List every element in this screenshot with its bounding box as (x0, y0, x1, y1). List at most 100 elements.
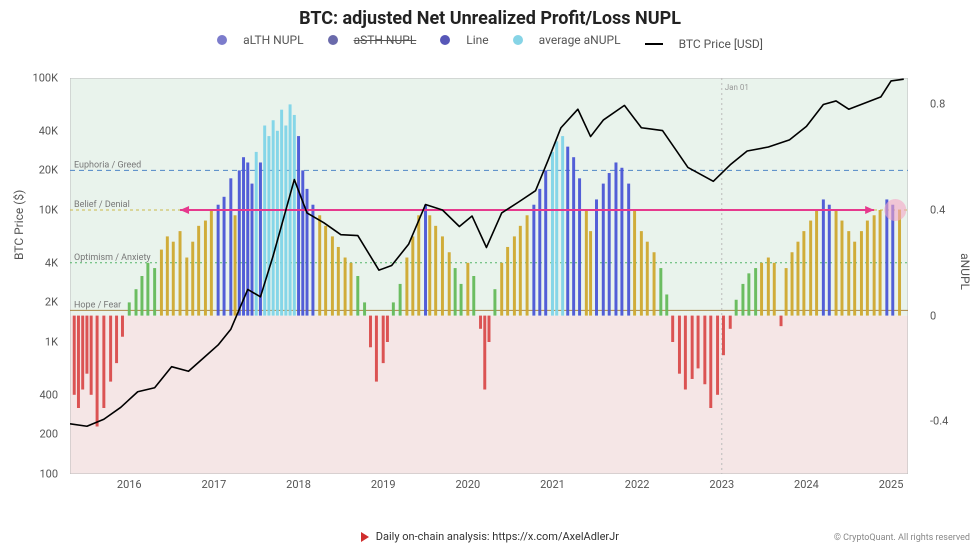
footer-text: Daily on-chain analysis: https://x.com/A… (376, 530, 619, 543)
y1-tick: 100K (33, 72, 58, 85)
nupl-bar (767, 258, 770, 316)
nupl-bar (729, 316, 732, 329)
nupl-bar (716, 316, 719, 395)
nupl-bar (741, 284, 744, 316)
nupl-bar (146, 263, 149, 316)
nupl-bar (500, 263, 503, 316)
nupl-bar (791, 252, 794, 315)
nupl-bar (697, 316, 700, 369)
nupl-bar (405, 258, 408, 316)
nupl-bar (128, 302, 131, 315)
nupl-bar (293, 115, 296, 316)
nupl-bar (417, 215, 420, 315)
nupl-bar (860, 231, 863, 315)
legend-item: Line (434, 33, 494, 47)
y1-axis: 1002004001K2K4K10K20K40K100K (0, 78, 60, 474)
nupl-bar (392, 302, 395, 315)
nupl-bar (519, 226, 522, 316)
legend-swatch (217, 35, 227, 45)
zone-label: Hope / Fear (74, 300, 121, 310)
x-axis: 2016201720182019202020212022202320242025 (70, 478, 908, 494)
legend-swatch (645, 43, 663, 45)
nupl-bar (191, 242, 194, 316)
plot-area: Euphoria / GreedBelief / DenialOptimism … (70, 78, 908, 474)
nupl-bar (337, 247, 340, 316)
legend-item: aSTH NUPL (322, 33, 423, 47)
nupl-bar (90, 316, 93, 395)
legend-item: average aNUPL (507, 33, 627, 47)
chart-title: BTC: adjusted Net Unrealized Profit/Loss… (0, 0, 980, 29)
footer-play-icon (361, 532, 369, 542)
y1-tick: 1K (45, 336, 58, 349)
nupl-bar (620, 168, 623, 316)
nupl-bar (242, 157, 245, 315)
nupl-bar (602, 184, 605, 316)
nupl-bar (780, 316, 783, 327)
legend-swatch (328, 35, 338, 45)
nupl-bar (847, 231, 850, 315)
nupl-bar (140, 276, 143, 316)
nupl-bar (608, 173, 611, 316)
legend-item: BTC Price [USD] (639, 37, 769, 51)
nupl-bar (754, 268, 757, 316)
nupl-bar (311, 205, 314, 316)
nupl-bar (722, 316, 725, 356)
nupl-bar (96, 316, 99, 427)
nupl-bar (684, 316, 687, 390)
nupl-bar (653, 252, 656, 315)
y1-tick: 200 (39, 428, 58, 441)
y2-tick: -0.4 (930, 415, 948, 428)
nupl-bar (454, 268, 457, 316)
nupl-bar (709, 316, 712, 408)
nupl-bar (493, 289, 496, 315)
plot-svg: Euphoria / GreedBelief / DenialOptimism … (70, 78, 908, 474)
nupl-bar (179, 231, 182, 315)
nupl-bar (382, 316, 385, 364)
y2-axis: -0.400.40.8 (928, 78, 980, 474)
nupl-bar (595, 199, 598, 315)
x-tick: 2021 (540, 478, 565, 491)
nupl-bar (526, 215, 529, 315)
nupl-bar (280, 110, 283, 316)
nupl-bar (640, 231, 643, 315)
nupl-bar (324, 226, 327, 316)
nupl-bar (102, 316, 105, 408)
legend-label: Line (466, 33, 488, 47)
nupl-bar (223, 197, 226, 316)
legend-label: average aNUPL (539, 33, 621, 47)
nupl-bar (678, 316, 681, 374)
nupl-bar (614, 162, 617, 315)
nupl-bar (386, 316, 389, 342)
nupl-bar (297, 136, 300, 316)
y2-tick: 0.4 (930, 204, 945, 217)
x-tick: 2017 (202, 478, 227, 491)
nupl-bar (773, 263, 776, 316)
nupl-bar (891, 205, 894, 316)
nupl-bar (589, 231, 592, 315)
nupl-bar (255, 152, 258, 316)
nupl-bar (229, 178, 232, 315)
nupl-bar (479, 316, 482, 329)
nupl-bar (691, 316, 694, 379)
nupl-bar (578, 178, 581, 315)
nupl-bar (532, 205, 535, 316)
nupl-bar (344, 258, 347, 316)
nupl-bar (77, 316, 80, 408)
nupl-bar (411, 236, 414, 315)
nupl-bar (350, 263, 353, 316)
zone-label: Optimism / Anxiety (74, 253, 151, 263)
y1-tick: 400 (39, 388, 58, 401)
x-tick: 2024 (794, 478, 819, 491)
y1-tick: 20K (39, 164, 58, 177)
y1-tick: 40K (39, 124, 58, 137)
nupl-bar (703, 316, 706, 385)
nupl-bar (197, 226, 200, 316)
nupl-bar (272, 120, 275, 315)
nupl-bar (217, 205, 220, 316)
y1-tick: 2K (45, 296, 58, 309)
x-tick: 2023 (709, 478, 734, 491)
nupl-bar (448, 252, 451, 315)
nupl-bar (822, 199, 825, 315)
nupl-bar (840, 221, 843, 316)
nupl-bar (276, 131, 279, 316)
